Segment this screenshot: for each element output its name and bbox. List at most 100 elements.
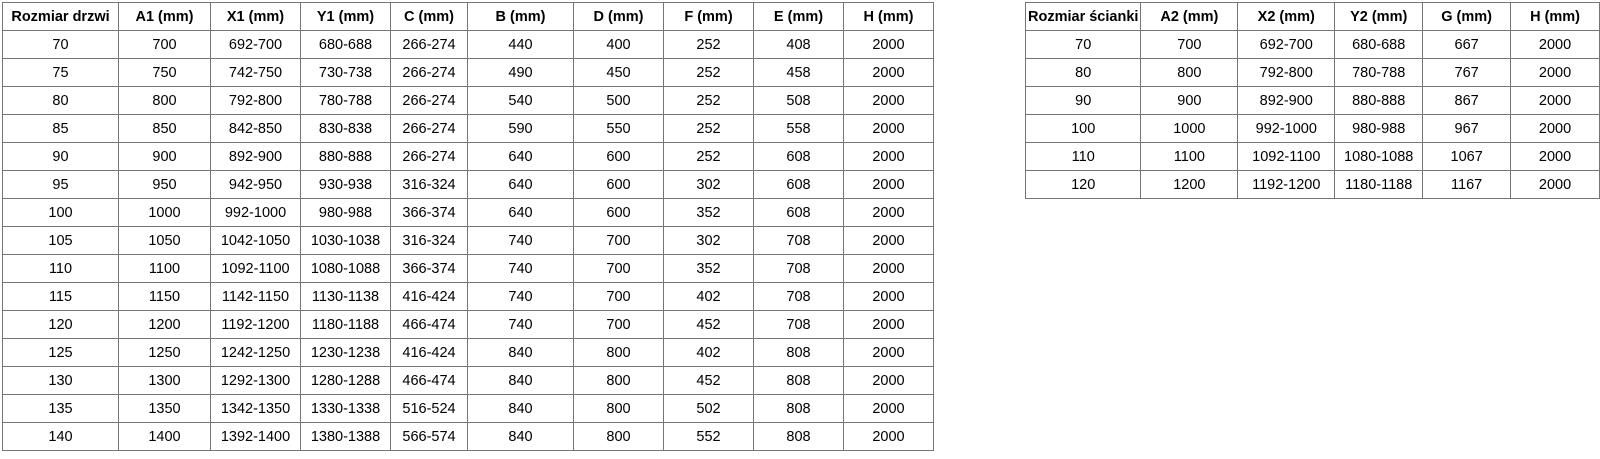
table-row: 115 1150 1142-1150 1130-1138 416-424 740 700 40…	[2, 282, 934, 311]
table-cell: 1067	[1422, 142, 1512, 171]
table-cell: 700	[573, 310, 664, 339]
table-row: 80 800 792-800 780-788 266-274 540 500 252 508 20…	[2, 86, 934, 115]
wall-panel-dimensions-table: Rozmiar ścianki A2 (mm) X2 (mm) Y2 (mm) G (m…	[1024, 2, 1600, 199]
table-cell: 2000	[843, 226, 934, 255]
table-cell: 452	[663, 310, 754, 339]
table-cell: 708	[753, 310, 844, 339]
table-cell: 1392-1400	[210, 422, 301, 451]
door-dimensions-table: Rozmiar drzwi A1 (mm) X1 (mm) Y1 (mm) C (mm)…	[2, 2, 934, 451]
table-cell: 1380-1388	[300, 422, 391, 451]
table-cell: 80	[1024, 58, 1142, 87]
table-cell: 440	[467, 30, 574, 59]
door-header-cell: Y1 (mm)	[300, 2, 391, 31]
table-cell: 408	[753, 30, 844, 59]
table-cell: 550	[573, 114, 664, 143]
table-cell: 1030-1038	[300, 226, 391, 255]
table-cell: 740	[467, 254, 574, 283]
table-cell: 640	[467, 142, 574, 171]
table-cell: 800	[573, 394, 664, 423]
table-cell: 730-738	[300, 58, 391, 87]
table-cell: 2000	[843, 142, 934, 171]
table-cell: 2000	[843, 198, 934, 227]
door-header-cell: D (mm)	[573, 2, 664, 31]
table-cell: 800	[573, 422, 664, 451]
table-cell: 252	[663, 58, 754, 87]
table-cell: 466-474	[390, 366, 468, 395]
table-row: 135 1350 1342-1350 1330-1338 516-524 840 800 50…	[2, 394, 934, 423]
table-cell: 416-424	[390, 338, 468, 367]
table-cell: 930-938	[300, 170, 391, 199]
table-cell: 266-274	[390, 114, 468, 143]
table-cell: 800	[118, 86, 211, 115]
table-cell: 2000	[1510, 170, 1600, 199]
table-cell: 458	[753, 58, 844, 87]
table-cell: 352	[663, 198, 754, 227]
door-header-cell: H (mm)	[843, 2, 934, 31]
table-cell: 2000	[1510, 114, 1600, 143]
table-cell: 830-838	[300, 114, 391, 143]
table-cell: 700	[573, 226, 664, 255]
table-cell: 416-424	[390, 282, 468, 311]
table-cell: 70	[1024, 30, 1142, 59]
table-cell: 740	[467, 282, 574, 311]
table-cell: 100	[2, 198, 119, 227]
table-cell: 1192-1200	[1237, 170, 1336, 199]
table-cell: 680-688	[300, 30, 391, 59]
table-cell: 808	[753, 366, 844, 395]
table-cell: 700	[118, 30, 211, 59]
table-cell: 700	[573, 254, 664, 283]
table-cell: 450	[573, 58, 664, 87]
wall-header-cell: X2 (mm)	[1237, 2, 1336, 31]
table-cell: 252	[663, 86, 754, 115]
table-cell: 266-274	[390, 142, 468, 171]
table-cell: 402	[663, 282, 754, 311]
table-cell: 316-324	[390, 170, 468, 199]
table-cell: 2000	[843, 58, 934, 87]
table-cell: 508	[753, 86, 844, 115]
table-cell: 558	[753, 114, 844, 143]
table-cell: 2000	[843, 30, 934, 59]
table-cell: 105	[2, 226, 119, 255]
table-cell: 400	[573, 30, 664, 59]
table-cell: 2000	[1510, 30, 1600, 59]
table-cell: 900	[1140, 86, 1239, 115]
table-cell: 740	[467, 226, 574, 255]
table-cell: 552	[663, 422, 754, 451]
table-cell: 700	[573, 282, 664, 311]
table-row: 120 1200 1192-1200 1180-1188 1167 2000	[1024, 170, 1600, 199]
table-cell: 842-850	[210, 114, 301, 143]
door-table: Rozmiar drzwi A1 (mm) X1 (mm) Y1 (mm) C (mm)…	[2, 2, 934, 451]
table-cell: 1100	[118, 254, 211, 283]
table-cell: 600	[573, 142, 664, 171]
table-cell: 640	[467, 198, 574, 227]
table-cell: 2000	[843, 366, 934, 395]
table-cell: 1100	[1140, 142, 1239, 171]
table-cell: 792-800	[210, 86, 301, 115]
table-cell: 125	[2, 338, 119, 367]
table-cell: 742-750	[210, 58, 301, 87]
table-cell: 1200	[1140, 170, 1239, 199]
door-header-cell: A1 (mm)	[118, 2, 211, 31]
wall-header-cell: G (mm)	[1422, 2, 1512, 31]
table-cell: 352	[663, 254, 754, 283]
wall-header-row: Rozmiar ścianki A2 (mm) X2 (mm) Y2 (mm) G (m…	[1024, 2, 1600, 31]
table-cell: 808	[753, 422, 844, 451]
table-cell: 1300	[118, 366, 211, 395]
table-cell: 120	[2, 310, 119, 339]
table-cell: 80	[2, 86, 119, 115]
table-cell: 667	[1422, 30, 1512, 59]
table-cell: 708	[753, 282, 844, 311]
table-cell: 800	[1140, 58, 1239, 87]
table-cell: 75	[2, 58, 119, 87]
table-row: 130 1300 1292-1300 1280-1288 466-474 840 800 45…	[2, 366, 934, 395]
table-cell: 867	[1422, 86, 1512, 115]
table-row: 70 700 692-700 680-688 667 2000	[1024, 30, 1600, 59]
table-row: 110 1100 1092-1100 1080-1088 1067 2000	[1024, 142, 1600, 171]
table-cell: 1330-1338	[300, 394, 391, 423]
table-cell: 2000	[843, 86, 934, 115]
wall-header-cell: A2 (mm)	[1140, 2, 1239, 31]
table-cell: 252	[663, 30, 754, 59]
table-cell: 1342-1350	[210, 394, 301, 423]
table-cell: 600	[573, 170, 664, 199]
table-cell: 266-274	[390, 58, 468, 87]
